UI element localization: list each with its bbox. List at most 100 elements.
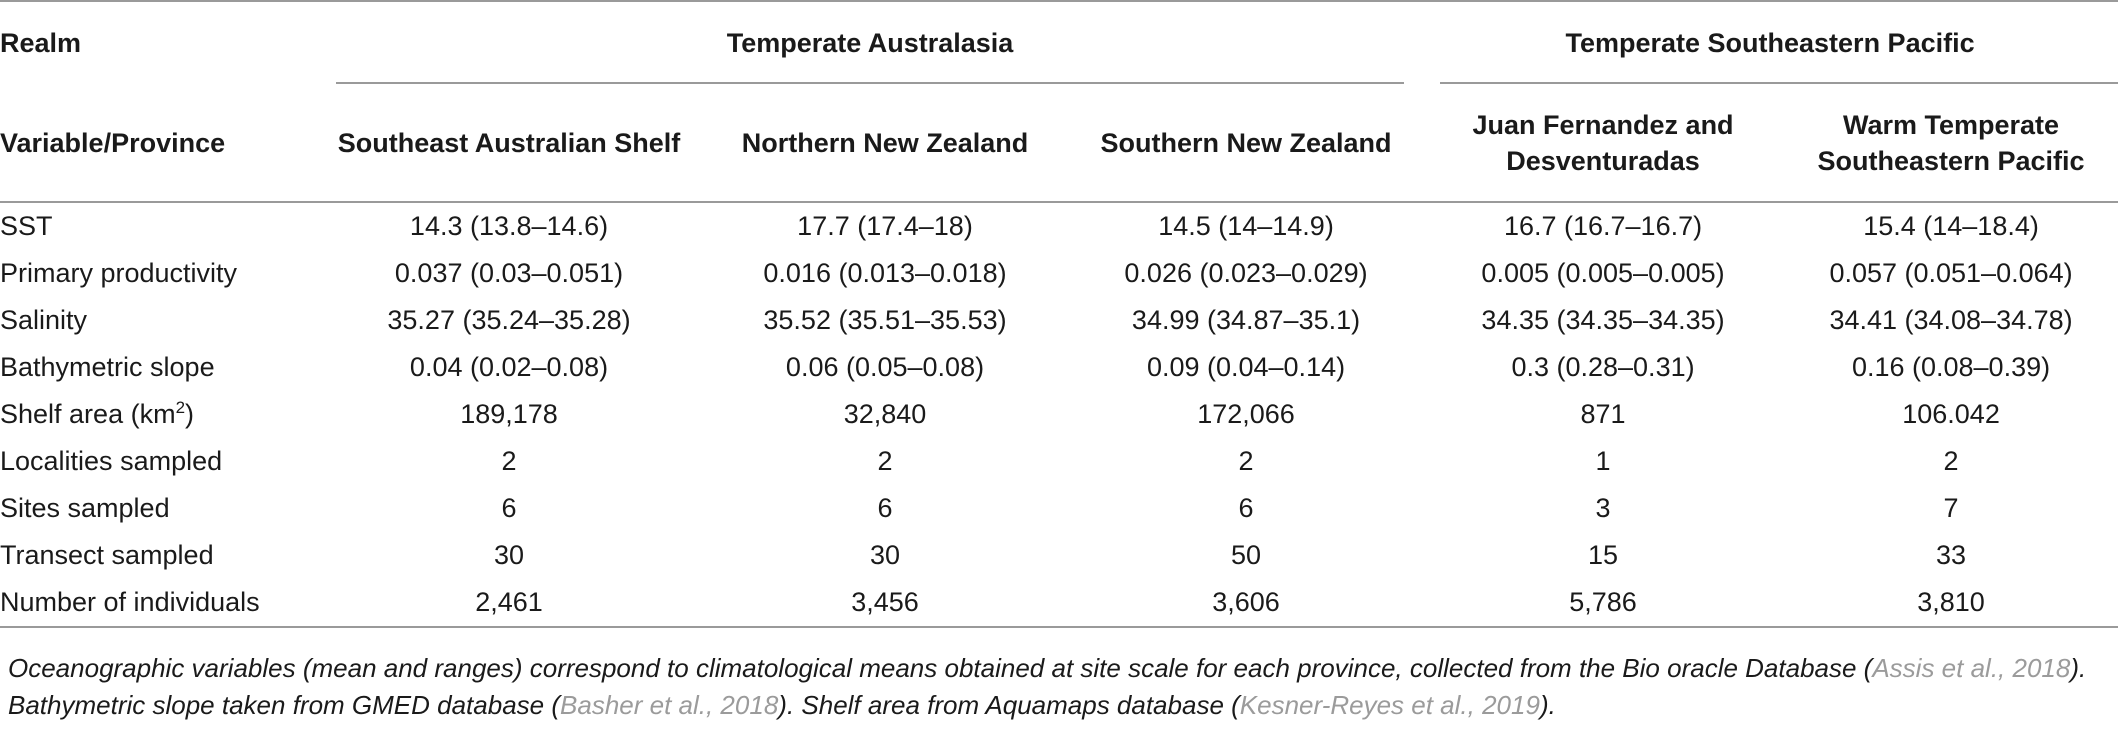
table-cell: 30 [869,540,901,570]
realm-temperate-southeastern-pacific: Temperate Southeastern Pacific [1422,0,2118,85]
table-cell: 3,606 [1212,587,1280,617]
province-line2: Desventuradas [1506,145,1700,176]
row-label-text: Primary productivity [0,258,238,288]
row-label-text: Bathymetric slope [0,352,215,382]
table-cell: 0.16 (0.08–0.39) [1851,352,2051,382]
table-cell: 17.7 (17.4–18) [797,211,973,241]
table-cell: 871 [1580,399,1626,429]
table-cell: 30 [493,540,525,570]
province-line1: Juan Fernandez and [1472,109,1734,140]
table-cell: 106.042 [1902,399,2000,429]
table-cell: 32,840 [843,399,927,429]
table-cell: 2 [1238,446,1254,476]
caption-text: ). Bathymetric slope taken from GMED dat… [8,653,2087,720]
variable-province-label: Variable/Province [0,84,318,203]
table-cell: 34.35 (34.35–34.35) [1481,305,1725,335]
realm-label: Realm [0,0,318,84]
table-cell: 7 [1943,493,1959,523]
caption-text: ). Shelf area from Aquamaps database ( [778,690,1240,720]
table-cell: 6 [1238,493,1254,523]
table-cell: 6 [877,493,893,523]
table-cell: 2 [501,446,517,476]
table-caption: Oceanographic variables (mean and ranges… [8,650,2108,724]
province-header-row: Variable/Province Southeast Australian S… [0,84,2118,203]
province-line2: Southeastern Pacific [1817,145,2085,176]
table-cell: 34.99 (34.87–35.1) [1131,305,1361,335]
row-label-superscript: 2 [175,398,186,417]
table-row: Salinity 35.27 (35.24–35.28) 35.52 (35.51–… [0,297,2118,344]
table-cell: 6 [501,493,517,523]
row-label: Transect sampled [0,532,318,579]
realm-temperate-australasia: Temperate Australasia [318,0,1423,85]
citation-link[interactable]: Kesner-Reyes et al., 2019 [1239,690,1540,720]
table-cell: 33 [1936,540,1967,570]
row-label-text: SST [0,211,53,241]
table-cell: 14.3 (13.8–14.6) [409,211,609,241]
table-body: SST 14.3 (13.8–14.6) 17.7 (17.4–18) 14.5 (1… [0,202,2118,627]
table-cell: 3 [1595,493,1611,523]
row-label: SST [0,202,318,250]
table-cell: 35.52 (35.51–35.53) [763,305,1007,335]
row-label: Shelf area (km2) [0,391,318,438]
table-cell: 172,066 [1197,399,1295,429]
caption-text: Oceanographic variables (mean and ranges… [8,653,1873,683]
table-row: Transect sampled 30 30 50 15 33 [0,532,2118,579]
row-label-text: Number of individuals [0,587,260,617]
province-header: Juan Fernandez and Desventuradas [1422,84,1785,203]
province-line1: Warm Temperate [1843,109,2060,140]
table-row: Shelf area (km2) 189,178 32,840 172,066 871 1… [0,391,2118,438]
table-cell: 35.27 (35.24–35.28) [387,305,631,335]
province-header: Southeast Australian Shelf [318,84,700,203]
row-label: Primary productivity [0,250,318,297]
table-cell: 0.016 (0.013–0.018) [763,258,1007,288]
table-cell: 0.037 (0.03–0.051) [394,258,624,288]
table-cell: 2 [1943,446,1959,476]
caption-text: ). [1539,690,1556,720]
table-cell: 1 [1595,446,1611,476]
table-row: Bathymetric slope 0.04 (0.02–0.08) 0.06 (0… [0,344,2118,391]
table-row: Sites sampled 6 6 6 3 7 [0,485,2118,532]
citation-link[interactable]: Basher et al., 2018 [560,690,779,720]
table-cell: 15 [1588,540,1619,570]
table-cell: 14.5 (14–14.9) [1158,211,1334,241]
table-cell: 0.06 (0.05–0.08) [785,352,985,382]
table-cell: 34.41 (34.08–34.78) [1829,305,2073,335]
row-label: Bathymetric slope [0,344,318,391]
row-label-text: Localities sampled [0,446,223,476]
row-label: Localities sampled [0,438,318,485]
table-row: Primary productivity 0.037 (0.03–0.051) 0.… [0,250,2118,297]
data-table: Realm Temperate Australasia Temperate So… [0,0,2118,627]
table-cell: 3,810 [1917,587,1985,617]
table-cell: 2,461 [475,587,543,617]
province-line1: Southern New Zealand [1100,127,1392,158]
table-row: SST 14.3 (13.8–14.6) 17.7 (17.4–18) 14.5 (1… [0,202,2118,250]
table-cell: 0.09 (0.04–0.14) [1146,352,1346,382]
province-header: Warm Temperate Southeastern Pacific [1784,84,2118,203]
table-cell: 2 [877,446,893,476]
table-cell: 0.026 (0.023–0.029) [1124,258,1368,288]
table-cell: 15.4 (14–18.4) [1863,211,2039,241]
row-label: Number of individuals [0,579,318,627]
province-header: Northern New Zealand [700,84,1070,203]
row-label: Sites sampled [0,485,318,532]
table-cell: 189,178 [460,399,558,429]
row-label-text: Salinity [0,305,88,335]
table-row: Localities sampled 2 2 2 1 2 [0,438,2118,485]
row-label-suffix: ) [185,399,195,429]
table-cell: 0.3 (0.28–0.31) [1511,352,1695,382]
province-header: Southern New Zealand [1070,84,1423,203]
table-row: Number of individuals 2,461 3,456 3,606 5,78… [0,579,2118,627]
province-line1: Southeast Australian Shelf [337,127,681,158]
table-cell: 0.057 (0.051–0.064) [1829,258,2073,288]
citation-link[interactable]: Assis et al., 2018 [1872,653,2071,683]
table-cell: 0.04 (0.02–0.08) [409,352,609,382]
table-cell: 16.7 (16.7–16.7) [1503,211,1703,241]
table-cell: 50 [1230,540,1262,570]
table-cell: 3,456 [851,587,919,617]
row-label: Salinity [0,297,318,344]
realm-header-row: Realm Temperate Australasia Temperate So… [0,0,2118,85]
row-label-text: Shelf area (km [0,399,176,429]
table-cell: 0.005 (0.005–0.005) [1481,258,1725,288]
province-line1: Northern New Zealand [741,127,1029,158]
